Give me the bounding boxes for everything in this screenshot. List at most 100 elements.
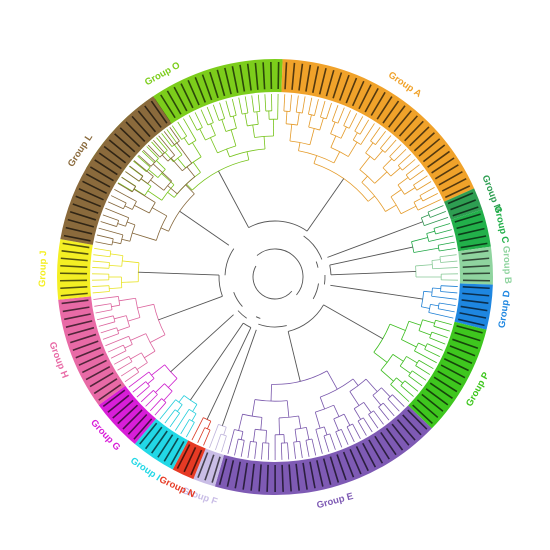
leaf-label-l xyxy=(75,195,102,208)
leaf-label-j xyxy=(60,264,88,268)
group-label-n: Group N xyxy=(157,474,196,500)
clade-d xyxy=(330,284,458,319)
leaf-label-b xyxy=(462,264,490,268)
leaf-label-p xyxy=(443,358,469,372)
leaf-label-e xyxy=(407,409,428,430)
leaf-label-a xyxy=(398,115,418,137)
leaf-label-o xyxy=(201,74,213,101)
leaf-label-j xyxy=(60,292,88,297)
leaf-label-c xyxy=(459,235,487,242)
group-label-j: Group J xyxy=(37,250,49,287)
leaf-label-e xyxy=(385,427,404,451)
leaf-label-h xyxy=(75,346,102,359)
leaf-label-o xyxy=(187,80,200,106)
leaf-label-p xyxy=(456,325,483,334)
leaf-label-o xyxy=(246,63,252,91)
leaf-label-a xyxy=(318,67,327,95)
leaf-label-a xyxy=(364,87,379,113)
leaf-label-i xyxy=(163,437,179,462)
group-label-e: Group E xyxy=(316,491,355,511)
leaf-label-a xyxy=(418,138,441,157)
ring-segment-p xyxy=(408,321,487,429)
leaf-label-e xyxy=(288,464,292,492)
leaf-label-a xyxy=(382,100,400,124)
leaf-label-l xyxy=(150,100,168,124)
leaf-label-h xyxy=(81,359,107,374)
leaf-label-h xyxy=(98,383,122,401)
tree-branches xyxy=(92,94,458,461)
leaf-label-c xyxy=(454,213,481,223)
leaf-label-o xyxy=(160,94,176,119)
leaf-label-d xyxy=(462,286,490,290)
leaf-label-f xyxy=(211,456,221,483)
leaf-label-a xyxy=(376,96,393,120)
leaf-label-e xyxy=(309,461,316,489)
tree-backbone xyxy=(218,220,332,332)
leaf-label-e xyxy=(295,463,300,491)
leaf-label-o xyxy=(231,66,239,93)
leaf-label-e xyxy=(391,423,410,446)
leaf-label-e xyxy=(402,414,422,436)
leaf-label-g xyxy=(127,413,148,435)
leaf-label-m xyxy=(450,199,477,211)
leaf-label-l xyxy=(69,210,97,221)
leaf-label-o xyxy=(166,90,182,115)
leaf-label-p xyxy=(429,382,453,399)
leaf-label-a xyxy=(305,64,312,92)
leaf-label-a xyxy=(438,170,463,186)
leaf-label-h xyxy=(72,340,99,352)
ring-segment-l xyxy=(60,96,172,245)
leaf-label-a xyxy=(291,62,296,90)
leaf-label-e xyxy=(374,435,390,460)
leaf-label-a xyxy=(298,63,304,91)
clade-b xyxy=(330,254,458,281)
leaf-label-l xyxy=(114,133,136,153)
leaf-label-j xyxy=(60,286,88,290)
clade-m xyxy=(327,205,449,258)
leaf-label-e xyxy=(316,460,324,487)
leaf-label-l xyxy=(103,145,127,164)
leaf-label-h xyxy=(64,313,91,321)
leaf-label-a xyxy=(409,126,430,147)
leaf-label-o xyxy=(216,69,226,97)
leaf-label-d xyxy=(461,299,489,304)
leaf-label-f xyxy=(204,454,215,481)
leaf-label-g xyxy=(133,418,153,440)
leaf-label-e xyxy=(380,431,397,456)
leaf-label-o xyxy=(224,67,232,95)
leaf-label-g xyxy=(102,389,126,408)
clade-l xyxy=(95,127,230,246)
leaf-label-h xyxy=(70,333,97,344)
leaf-label-p xyxy=(449,345,476,357)
leaf-label-n xyxy=(190,449,203,476)
leaf-label-o xyxy=(209,71,219,99)
leaf-label-p xyxy=(416,399,439,419)
leaf-label-n xyxy=(183,447,197,473)
leaf-label-l xyxy=(131,115,151,138)
leaf-label-e xyxy=(281,464,284,492)
leaf-label-e xyxy=(218,458,228,485)
leaf-label-p xyxy=(452,338,479,350)
leaf-label-c xyxy=(458,227,485,236)
leaf-label-e xyxy=(368,439,384,464)
leaf-label-e xyxy=(329,456,340,483)
leaf-label-l xyxy=(89,166,114,182)
ring-segment-b xyxy=(458,246,493,285)
leaf-label-a xyxy=(312,66,320,94)
clade-j xyxy=(92,247,220,294)
leaf-label-o xyxy=(173,86,188,112)
leaf-label-o xyxy=(254,62,259,90)
leaf-label-h xyxy=(78,353,104,366)
leaf-label-a xyxy=(441,178,467,192)
leaf-label-i xyxy=(139,422,158,445)
leaf-label-a xyxy=(370,91,386,116)
leaf-label-j xyxy=(62,242,90,249)
leaf-label-e xyxy=(336,454,347,481)
leaf-label-h xyxy=(61,299,89,305)
leaf-label-p xyxy=(454,331,481,342)
leaf-label-i xyxy=(157,434,174,458)
leaf-label-a xyxy=(338,74,350,101)
leaf-label-c xyxy=(456,220,483,230)
leaf-label-e xyxy=(342,451,355,478)
leaf-label-p xyxy=(433,376,458,393)
